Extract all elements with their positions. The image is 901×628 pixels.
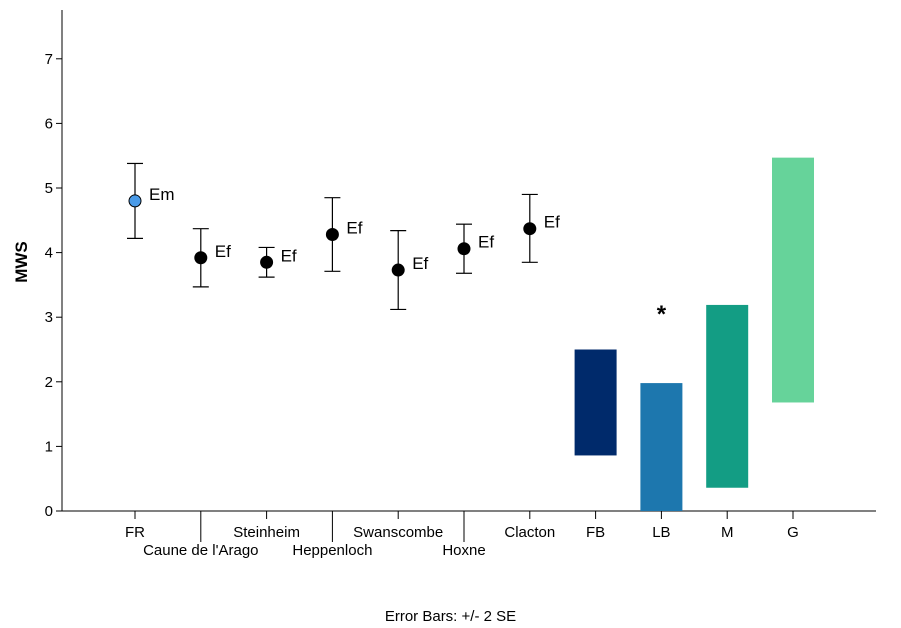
x-tick-label: Clacton bbox=[504, 524, 555, 541]
x-tick-label: Caune de l'Arago bbox=[143, 542, 258, 559]
data-point bbox=[457, 242, 471, 256]
y-tick-label: 6 bbox=[45, 115, 53, 132]
y-axis-label: MWS bbox=[12, 241, 31, 283]
y-tick-label: 3 bbox=[45, 309, 53, 326]
point-tag-label: Ef bbox=[478, 233, 494, 252]
range-bar bbox=[772, 157, 814, 403]
site-point-group: Ef bbox=[390, 230, 429, 311]
range-bar bbox=[640, 383, 683, 511]
range-bars: * bbox=[574, 157, 814, 511]
y-axis: 0 1 2 3 4 5 6 7 bbox=[45, 10, 63, 520]
range-bar bbox=[706, 304, 749, 488]
x-tick-label: LB bbox=[652, 524, 670, 541]
x-tick-label: Hoxne bbox=[442, 542, 485, 559]
significance-marker: * bbox=[657, 301, 667, 328]
point-tag-label: Em bbox=[149, 185, 175, 204]
x-tick-label: Heppenloch bbox=[292, 542, 372, 559]
data-points: Em Ef Ef Ef Ef Ef Ef bbox=[127, 162, 560, 311]
x-tick-label: FR bbox=[125, 524, 145, 541]
point-tag-label: Ef bbox=[215, 242, 231, 261]
x-tick-label: Swanscombe bbox=[353, 524, 443, 541]
point-tag-label: Ef bbox=[346, 219, 362, 238]
x-tick-label: M bbox=[721, 524, 734, 541]
data-point bbox=[523, 222, 537, 236]
y-tick-label: 7 bbox=[45, 51, 53, 68]
x-tick-label: FB bbox=[586, 524, 605, 541]
data-point bbox=[194, 251, 208, 265]
point-tag-label: Ef bbox=[544, 213, 560, 232]
y-tick-label: 5 bbox=[45, 180, 53, 197]
data-point bbox=[260, 255, 274, 269]
point-tag-label: Ef bbox=[412, 254, 428, 273]
range-bar bbox=[574, 349, 617, 456]
y-tick-label: 1 bbox=[45, 438, 53, 455]
site-point-group: Ef bbox=[324, 197, 363, 272]
data-point bbox=[391, 263, 405, 277]
data-point bbox=[128, 194, 142, 208]
x-tick-label: G bbox=[787, 524, 799, 541]
x-tick-label: Steinheim bbox=[233, 524, 300, 541]
site-point-group: Em bbox=[127, 162, 175, 239]
site-point-group: Ef bbox=[258, 246, 297, 278]
site-point-group: Ef bbox=[192, 228, 231, 288]
y-tick-label: 4 bbox=[45, 245, 53, 262]
data-point bbox=[325, 228, 339, 242]
point-tag-label: Ef bbox=[281, 246, 297, 265]
site-point-group: Ef bbox=[521, 193, 560, 263]
y-tick-label: 0 bbox=[45, 503, 53, 520]
site-point-group: Ef bbox=[456, 223, 494, 274]
error-bars-note: Error Bars: +/- 2 SE bbox=[384, 608, 517, 625]
y-tick-label: 2 bbox=[45, 374, 53, 391]
